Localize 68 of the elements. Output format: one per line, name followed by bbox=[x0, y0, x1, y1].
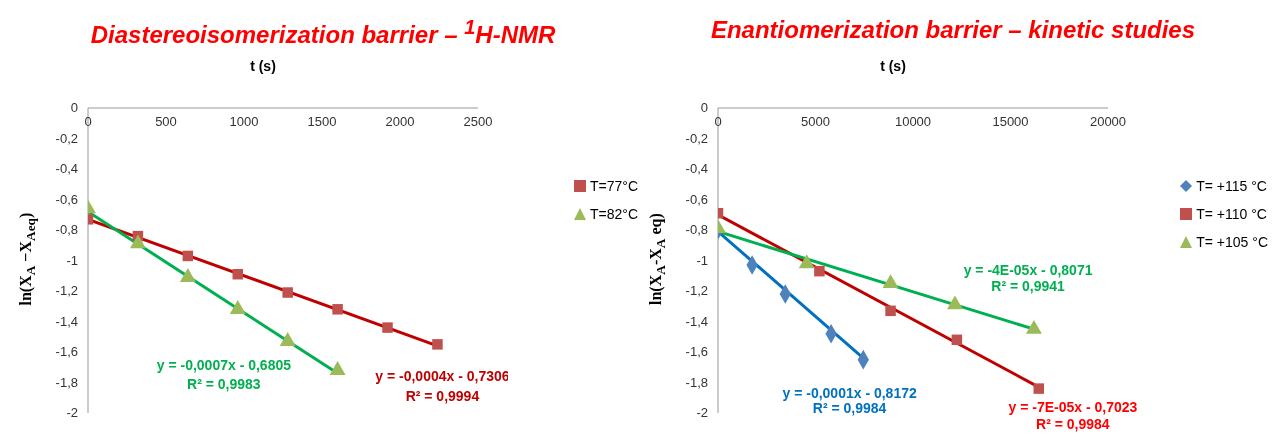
point bbox=[329, 361, 346, 375]
x-tick-label: 10000 bbox=[894, 114, 932, 129]
x-tick-label: 1000 bbox=[229, 114, 259, 129]
x-tick-label: 5000 bbox=[801, 114, 830, 129]
y-tick-label: -0,6 bbox=[55, 191, 78, 207]
x-tick-label: 1500 bbox=[307, 114, 337, 129]
y-tick-label: -0,4 bbox=[685, 161, 708, 176]
x-tick-label: 2000 bbox=[385, 114, 415, 129]
y-tick-label: -0,8 bbox=[685, 222, 708, 237]
y-tick-label: -1,2 bbox=[55, 283, 78, 298]
y-tick-label: -1 bbox=[696, 252, 708, 268]
legend-label: T=77°C bbox=[589, 178, 638, 194]
point bbox=[946, 295, 963, 310]
chart-title: Diastereoisomerization barrier – $^{1}$H-NMR bbox=[89, 16, 557, 49]
point bbox=[882, 274, 899, 288]
point bbox=[382, 322, 393, 333]
chart-title: Enantiomerization barrier – kinetic studies bbox=[709, 16, 1197, 44]
annotation: R² = 0,9941 bbox=[991, 278, 1066, 295]
text: R² = 0,9984 bbox=[1036, 415, 1110, 432]
legend-label: T= +115 °C bbox=[1196, 178, 1267, 194]
annotation: y = -4E-05x - 0,8071 bbox=[963, 261, 1093, 278]
x-axis-title: t (s) bbox=[249, 58, 277, 74]
point bbox=[232, 268, 243, 280]
y-tick-label: 0 bbox=[700, 100, 708, 115]
y-tick-label: -0,4 bbox=[55, 161, 78, 176]
y-tick-label: -1,4 bbox=[685, 313, 708, 329]
point bbox=[279, 332, 296, 346]
x-tick-label: 500 bbox=[155, 114, 177, 129]
point bbox=[798, 254, 815, 269]
y-tick-label: -0,2 bbox=[55, 130, 78, 146]
annotation: R² = 0,9984 bbox=[812, 400, 887, 417]
point bbox=[182, 250, 194, 262]
y-tick-label: -1,6 bbox=[55, 344, 78, 359]
x-tick-label: 15000 bbox=[992, 114, 1029, 129]
y-tick-label: -1,8 bbox=[685, 374, 708, 390]
point bbox=[282, 287, 293, 298]
y-tick-label: -2 bbox=[696, 405, 708, 420]
x-tick-label: 20000 bbox=[1089, 114, 1127, 129]
legend-label: T= +105 °C bbox=[1196, 234, 1268, 250]
y-tick-label: -0,2 bbox=[685, 130, 708, 146]
x-axis-title: t (s) bbox=[879, 58, 907, 74]
point bbox=[951, 334, 963, 346]
y-tick-label: -0,8 bbox=[55, 222, 78, 237]
point bbox=[432, 339, 443, 350]
legend-label: T=82°C bbox=[589, 206, 638, 222]
x-tick-label: 2500 bbox=[463, 114, 493, 129]
y-tick-label: -2 bbox=[66, 405, 78, 420]
annotation: R² = 0,9994 bbox=[405, 388, 480, 405]
x-tick-label: 0 bbox=[714, 114, 722, 129]
point bbox=[885, 305, 896, 317]
point bbox=[332, 304, 343, 315]
point bbox=[814, 265, 825, 277]
x-tick-label: 0 bbox=[84, 114, 92, 129]
y-tick-label: -0,6 bbox=[685, 191, 708, 207]
annotation: y = -0,0007x - 0,6805 bbox=[156, 356, 292, 373]
annotation: y = -7E-05x - 0,7023 bbox=[1008, 398, 1138, 415]
y-tick-label: 0 bbox=[70, 100, 78, 115]
y-tick-label: -1,2 bbox=[685, 283, 708, 298]
legend-label: T= +110 °C bbox=[1196, 206, 1267, 222]
y-tick-label: -1,4 bbox=[55, 313, 78, 329]
point bbox=[179, 268, 196, 282]
annotation: y = -0,0001x - 0,8172 bbox=[782, 385, 917, 402]
annotation: R² = 0,9983 bbox=[187, 375, 261, 392]
y-tick-label: -1,8 bbox=[55, 374, 78, 390]
y-tick-label: -1,6 bbox=[685, 344, 708, 359]
point bbox=[229, 300, 246, 314]
point bbox=[1033, 383, 1045, 394]
y-tick-label: -1 bbox=[66, 252, 78, 268]
